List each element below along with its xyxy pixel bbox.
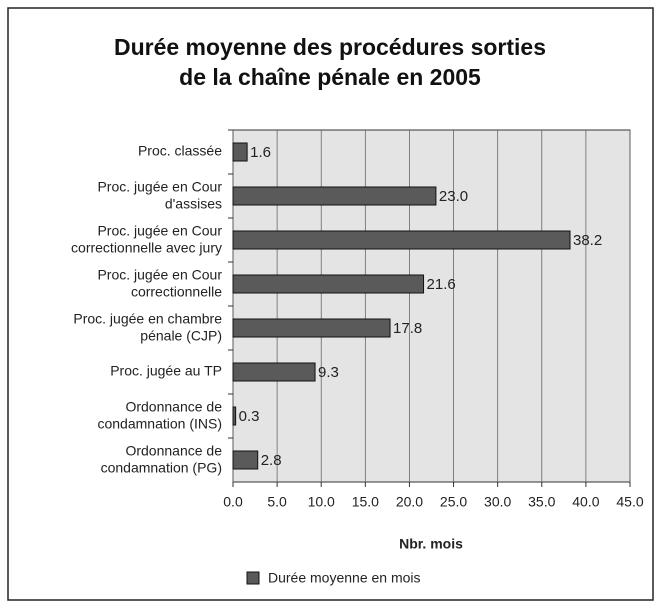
bar [232, 318, 391, 338]
data-label: 9.3 [318, 364, 339, 381]
x-tick-label: 5.0 [267, 494, 287, 510]
data-label: 21.6 [427, 276, 456, 293]
y-tick-label: Proc. jugée en Cour d'assises [97, 178, 222, 211]
data-label: 23.0 [439, 188, 468, 205]
bar [232, 186, 437, 206]
bar [232, 450, 259, 470]
legend-swatch [246, 571, 260, 585]
data-label: 0.3 [239, 408, 260, 425]
data-label: 38.2 [573, 232, 602, 249]
x-tick-label: 0.0 [223, 494, 243, 510]
x-tick-label: 10.0 [308, 494, 335, 510]
x-tick-label: 25.0 [440, 494, 467, 510]
y-tick-label: Ordonnance de condamnation (PG) [101, 442, 223, 475]
plot-area [232, 129, 631, 483]
legend-label: Durée moyenne en mois [268, 570, 421, 586]
bar [232, 362, 316, 382]
y-tick-label: Proc. jugée en chambre pénale (CJP) [73, 310, 222, 343]
y-tick-label: Proc. jugée au TP [110, 363, 222, 379]
x-tick-label: 30.0 [484, 494, 511, 510]
data-label: 1.6 [250, 144, 271, 161]
bar [232, 230, 571, 250]
x-tick-label: 20.0 [396, 494, 423, 510]
x-tick-label: 40.0 [572, 494, 599, 510]
y-tick-label: Ordonnance de condamnation (INS) [97, 398, 222, 431]
bar [232, 406, 237, 426]
bar [232, 274, 425, 294]
data-label: 17.8 [393, 320, 422, 337]
x-tick-label: 35.0 [528, 494, 555, 510]
y-tick-label: Proc. jugée en Cour correctionnelle [97, 266, 222, 299]
x-axis-label: Nbr. mois [399, 536, 463, 552]
chart-title: Durée moyenne des procédures sorties de l… [114, 34, 546, 90]
x-tick-label: 45.0 [616, 494, 643, 510]
data-label: 2.8 [261, 452, 282, 469]
y-tick-label: Proc. classée [138, 143, 222, 159]
bar [232, 142, 248, 162]
y-tick-label: Proc. jugée en Cour correctionnelle avec … [71, 222, 222, 255]
x-tick-label: 15.0 [352, 494, 379, 510]
